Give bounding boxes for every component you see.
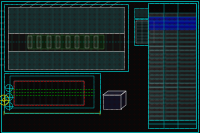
- Bar: [148, 3, 196, 128]
- Bar: [10, 76, 94, 108]
- Polygon shape: [103, 91, 126, 95]
- Bar: [8, 51, 124, 69]
- Bar: [56, 36, 60, 48]
- Bar: [37, 36, 41, 48]
- Bar: [8, 7, 124, 33]
- Bar: [14, 81, 84, 105]
- Bar: [28, 35, 104, 49]
- Bar: [94, 36, 98, 48]
- Bar: [134, 8, 162, 18]
- Bar: [8, 33, 124, 51]
- Bar: [103, 95, 121, 109]
- Bar: [4, 4, 128, 71]
- Bar: [28, 36, 32, 48]
- Polygon shape: [121, 91, 126, 109]
- Bar: [14, 81, 84, 105]
- Bar: [66, 36, 70, 48]
- Bar: [148, 120, 196, 128]
- Bar: [85, 36, 89, 48]
- Bar: [75, 36, 79, 48]
- Bar: [4, 73, 100, 113]
- Bar: [136, 21, 160, 43]
- Bar: [47, 36, 51, 48]
- Bar: [134, 19, 162, 45]
